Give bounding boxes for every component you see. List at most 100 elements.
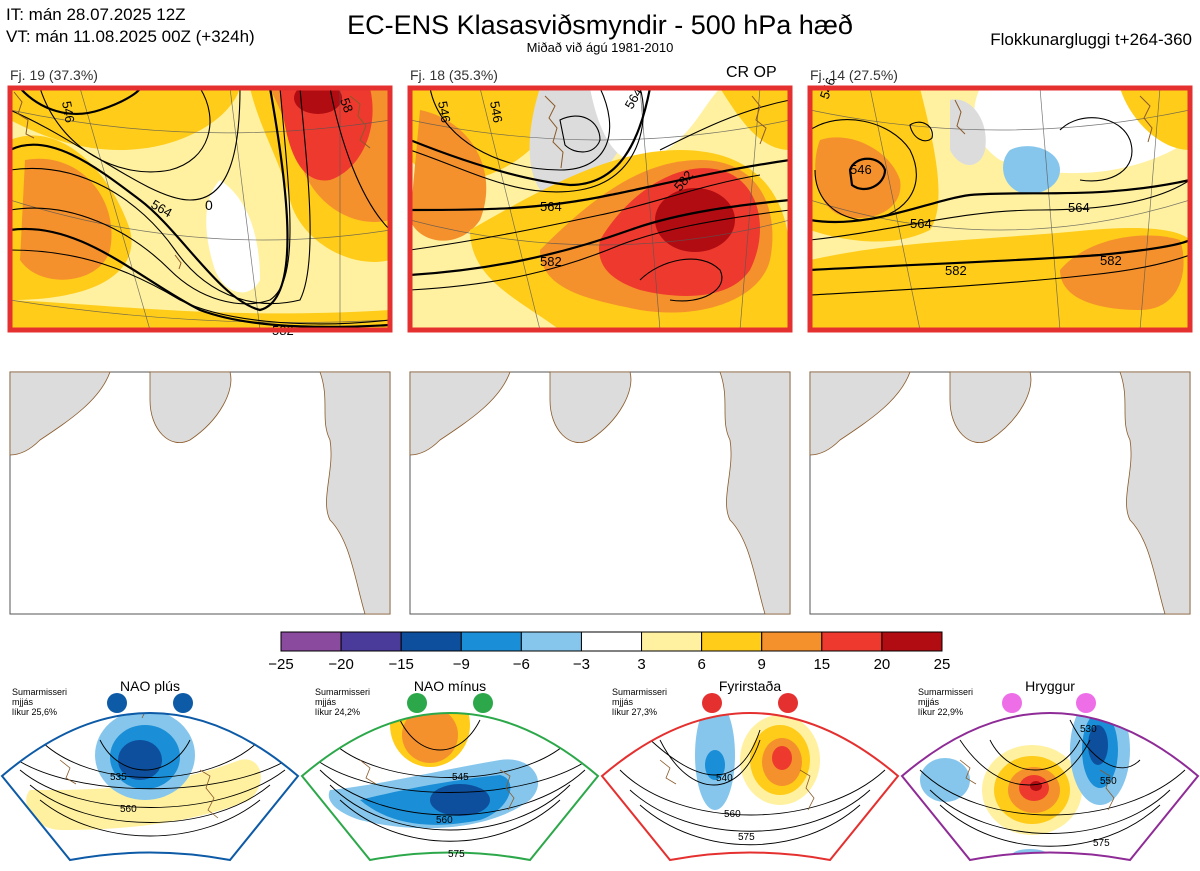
regime-blocking-contour-540: 540 — [716, 773, 733, 784]
colorbar-bin — [580, 631, 643, 652]
cluster-3-contour-label-582: 582 — [945, 263, 967, 278]
vt-line: VT: mán 11.08.2025 00Z (+324h) — [6, 27, 255, 46]
regime-nao-minus-frame — [300, 712, 600, 862]
colorbar-tick-label: −9 — [453, 656, 470, 673]
colorbar-tick-label: −3 — [573, 656, 590, 673]
colorbar-tick-label: −15 — [388, 656, 413, 673]
cluster-2-map — [410, 88, 790, 330]
regime-ridge-contour-575: 575 — [1093, 838, 1110, 849]
cluster-1-low-symbol: 0 — [205, 197, 213, 213]
colorbar-bin — [881, 631, 943, 652]
cluster-2-coastlines — [544, 95, 767, 169]
page-title: EC-ENS Klasasviðsmyndir - 500 hPa hæð — [347, 10, 853, 40]
regime-blocking-contour-575: 575 — [738, 832, 755, 843]
regime-nao-plus-contour-560: 560 — [120, 804, 137, 815]
cluster-3-border — [807, 85, 1193, 333]
colorbar-bin — [460, 631, 522, 652]
regime-blocking-season: Sumarmisseri — [612, 687, 667, 697]
cluster-2-contour-label-564: 564 — [540, 199, 562, 214]
colorbar-bin — [701, 631, 763, 652]
regime-blocking-marker-1 — [702, 693, 722, 713]
control-operational-tag: CR OP — [726, 64, 777, 81]
cluster-2-label: Fj. 18 (35.3%) — [410, 67, 498, 83]
regime-ridge-contour-530: 530 — [1080, 724, 1097, 735]
empty-map-2 — [409, 371, 791, 615]
regime-nao-plus-season: Sumarmisseri — [12, 687, 67, 697]
regime-nao-minus-contour-575: 575 — [448, 849, 465, 860]
cluster-1-coastlines — [13, 91, 371, 270]
colorbar-tick-label: 25 — [934, 656, 951, 673]
colorbar-bin — [761, 631, 823, 652]
regime-blocking-metric: mjjás — [612, 697, 634, 707]
colorbar-bin — [280, 631, 342, 652]
regime-nao-plus-frame — [0, 712, 300, 862]
cluster-1-contour-label-546: 546 — [59, 100, 78, 124]
regime-blocking-frame — [600, 712, 900, 862]
regime-nao-minus-marker-1 — [407, 693, 427, 713]
regime-blocking-contour-560: 560 — [724, 809, 741, 820]
regime-ridge-frame — [900, 712, 1200, 862]
regime-ridge-marker-2 — [1076, 693, 1096, 713]
regime-nao-minus-contour-545: 545 — [452, 772, 469, 783]
colorbar-bin — [520, 631, 582, 652]
regime-nao-minus-metric: mjjás — [315, 697, 337, 707]
regime-blocking: Fyrirstaða Sumarmisseri mjjás líkur 27,3… — [600, 678, 900, 862]
regime-blocking-marker-2 — [778, 693, 798, 713]
regime-nao-minus-season: Sumarmisseri — [315, 687, 370, 697]
cluster-1-contour-label-58: 58 — [337, 96, 356, 115]
cluster-1-map — [10, 88, 390, 330]
regime-ridge-title: Hryggur — [1025, 678, 1075, 694]
regime-nao-plus: NAO plús Sumarmisseri mjjás líkur 25,6% … — [0, 678, 300, 862]
regime-nao-plus-marker-1 — [107, 693, 127, 713]
empty-map-3 — [809, 371, 1191, 615]
cluster-3-label: Fj. 14 (27.5%) — [810, 67, 898, 83]
cluster-3-contour-label-564: 564 — [910, 216, 932, 231]
regime-ridge-metric: mjjás — [918, 697, 940, 707]
colorbar-tick-label: 6 — [697, 656, 705, 673]
colorbar-tick-label: −6 — [513, 656, 530, 673]
empty-map-1 — [9, 371, 391, 615]
regime-nao-minus-marker-2 — [473, 693, 493, 713]
cluster-2-contour-label-546a: 546 — [435, 100, 454, 124]
regime-ridge-season: Sumarmisseri — [918, 687, 973, 697]
cluster-2-contour-label-582a: 582 — [540, 254, 562, 269]
cluster-1-label: Fj. 19 (37.3%) — [10, 67, 98, 83]
colorbar: −25 −20 −15 −9 −6 −3 3 6 9 15 20 25 — [268, 631, 951, 673]
regime-ridge-contour-550: 550 — [1100, 776, 1117, 787]
regime-blocking-title: Fyrirstaða — [719, 678, 781, 694]
page-subtitle: Miðað við ágú 1981-2010 — [526, 40, 674, 55]
colorbar-tick-label: 15 — [813, 656, 830, 673]
regime-nao-minus-contour-560: 560 — [436, 815, 453, 826]
cluster-3-coastlines — [954, 95, 1153, 143]
regime-nao-plus-title: NAO plús — [120, 678, 180, 694]
regime-nao-minus: NAO mínus Sumarmisseri mjjás líkur 24,2%… — [300, 678, 600, 862]
colorbar-tick-label: 20 — [874, 656, 891, 673]
regime-ridge-marker-1 — [1002, 693, 1022, 713]
regime-nao-plus-contour-535: 535 — [110, 772, 127, 783]
regime-nao-minus-prob: líkur 24,2% — [315, 707, 360, 717]
cluster-3-contour-label-546: 546 — [850, 162, 872, 177]
colorbar-bin — [641, 631, 703, 652]
colorbar-tick-label: 9 — [758, 656, 766, 673]
colorbar-tick-label: −20 — [328, 656, 353, 673]
it-line: IT: mán 28.07.2025 12Z — [6, 5, 186, 24]
cluster-3-contour-label-564b: 564 — [1068, 200, 1090, 215]
cluster-2-contour-label-546b: 546 — [487, 100, 506, 124]
colorbar-bin — [340, 631, 402, 652]
cluster-3-contour-label-582b: 582 — [1100, 253, 1122, 268]
regime-ridge: Hryggur Sumarmisseri mjjás líkur 22,9% 5… — [900, 678, 1200, 862]
regime-nao-plus-marker-2 — [173, 693, 193, 713]
regime-nao-plus-metric: mjjás — [12, 697, 34, 707]
regime-blocking-prob: líkur 27,3% — [612, 707, 657, 717]
colorbar-bin — [400, 631, 462, 652]
regime-nao-minus-title: NAO mínus — [414, 678, 486, 694]
cluster-1-border — [7, 85, 393, 333]
colorbar-tick-label: 3 — [637, 656, 645, 673]
cluster-2-border — [407, 85, 793, 333]
cluster-3-map — [810, 88, 1190, 330]
colorbar-tick-label: −25 — [268, 656, 293, 673]
header-times: IT: mán 28.07.2025 12Z VT: mán 11.08.202… — [6, 4, 255, 48]
colorbar-bin — [821, 631, 883, 652]
cluster-window: Flokkunargluggi t+264-360 — [990, 30, 1192, 49]
